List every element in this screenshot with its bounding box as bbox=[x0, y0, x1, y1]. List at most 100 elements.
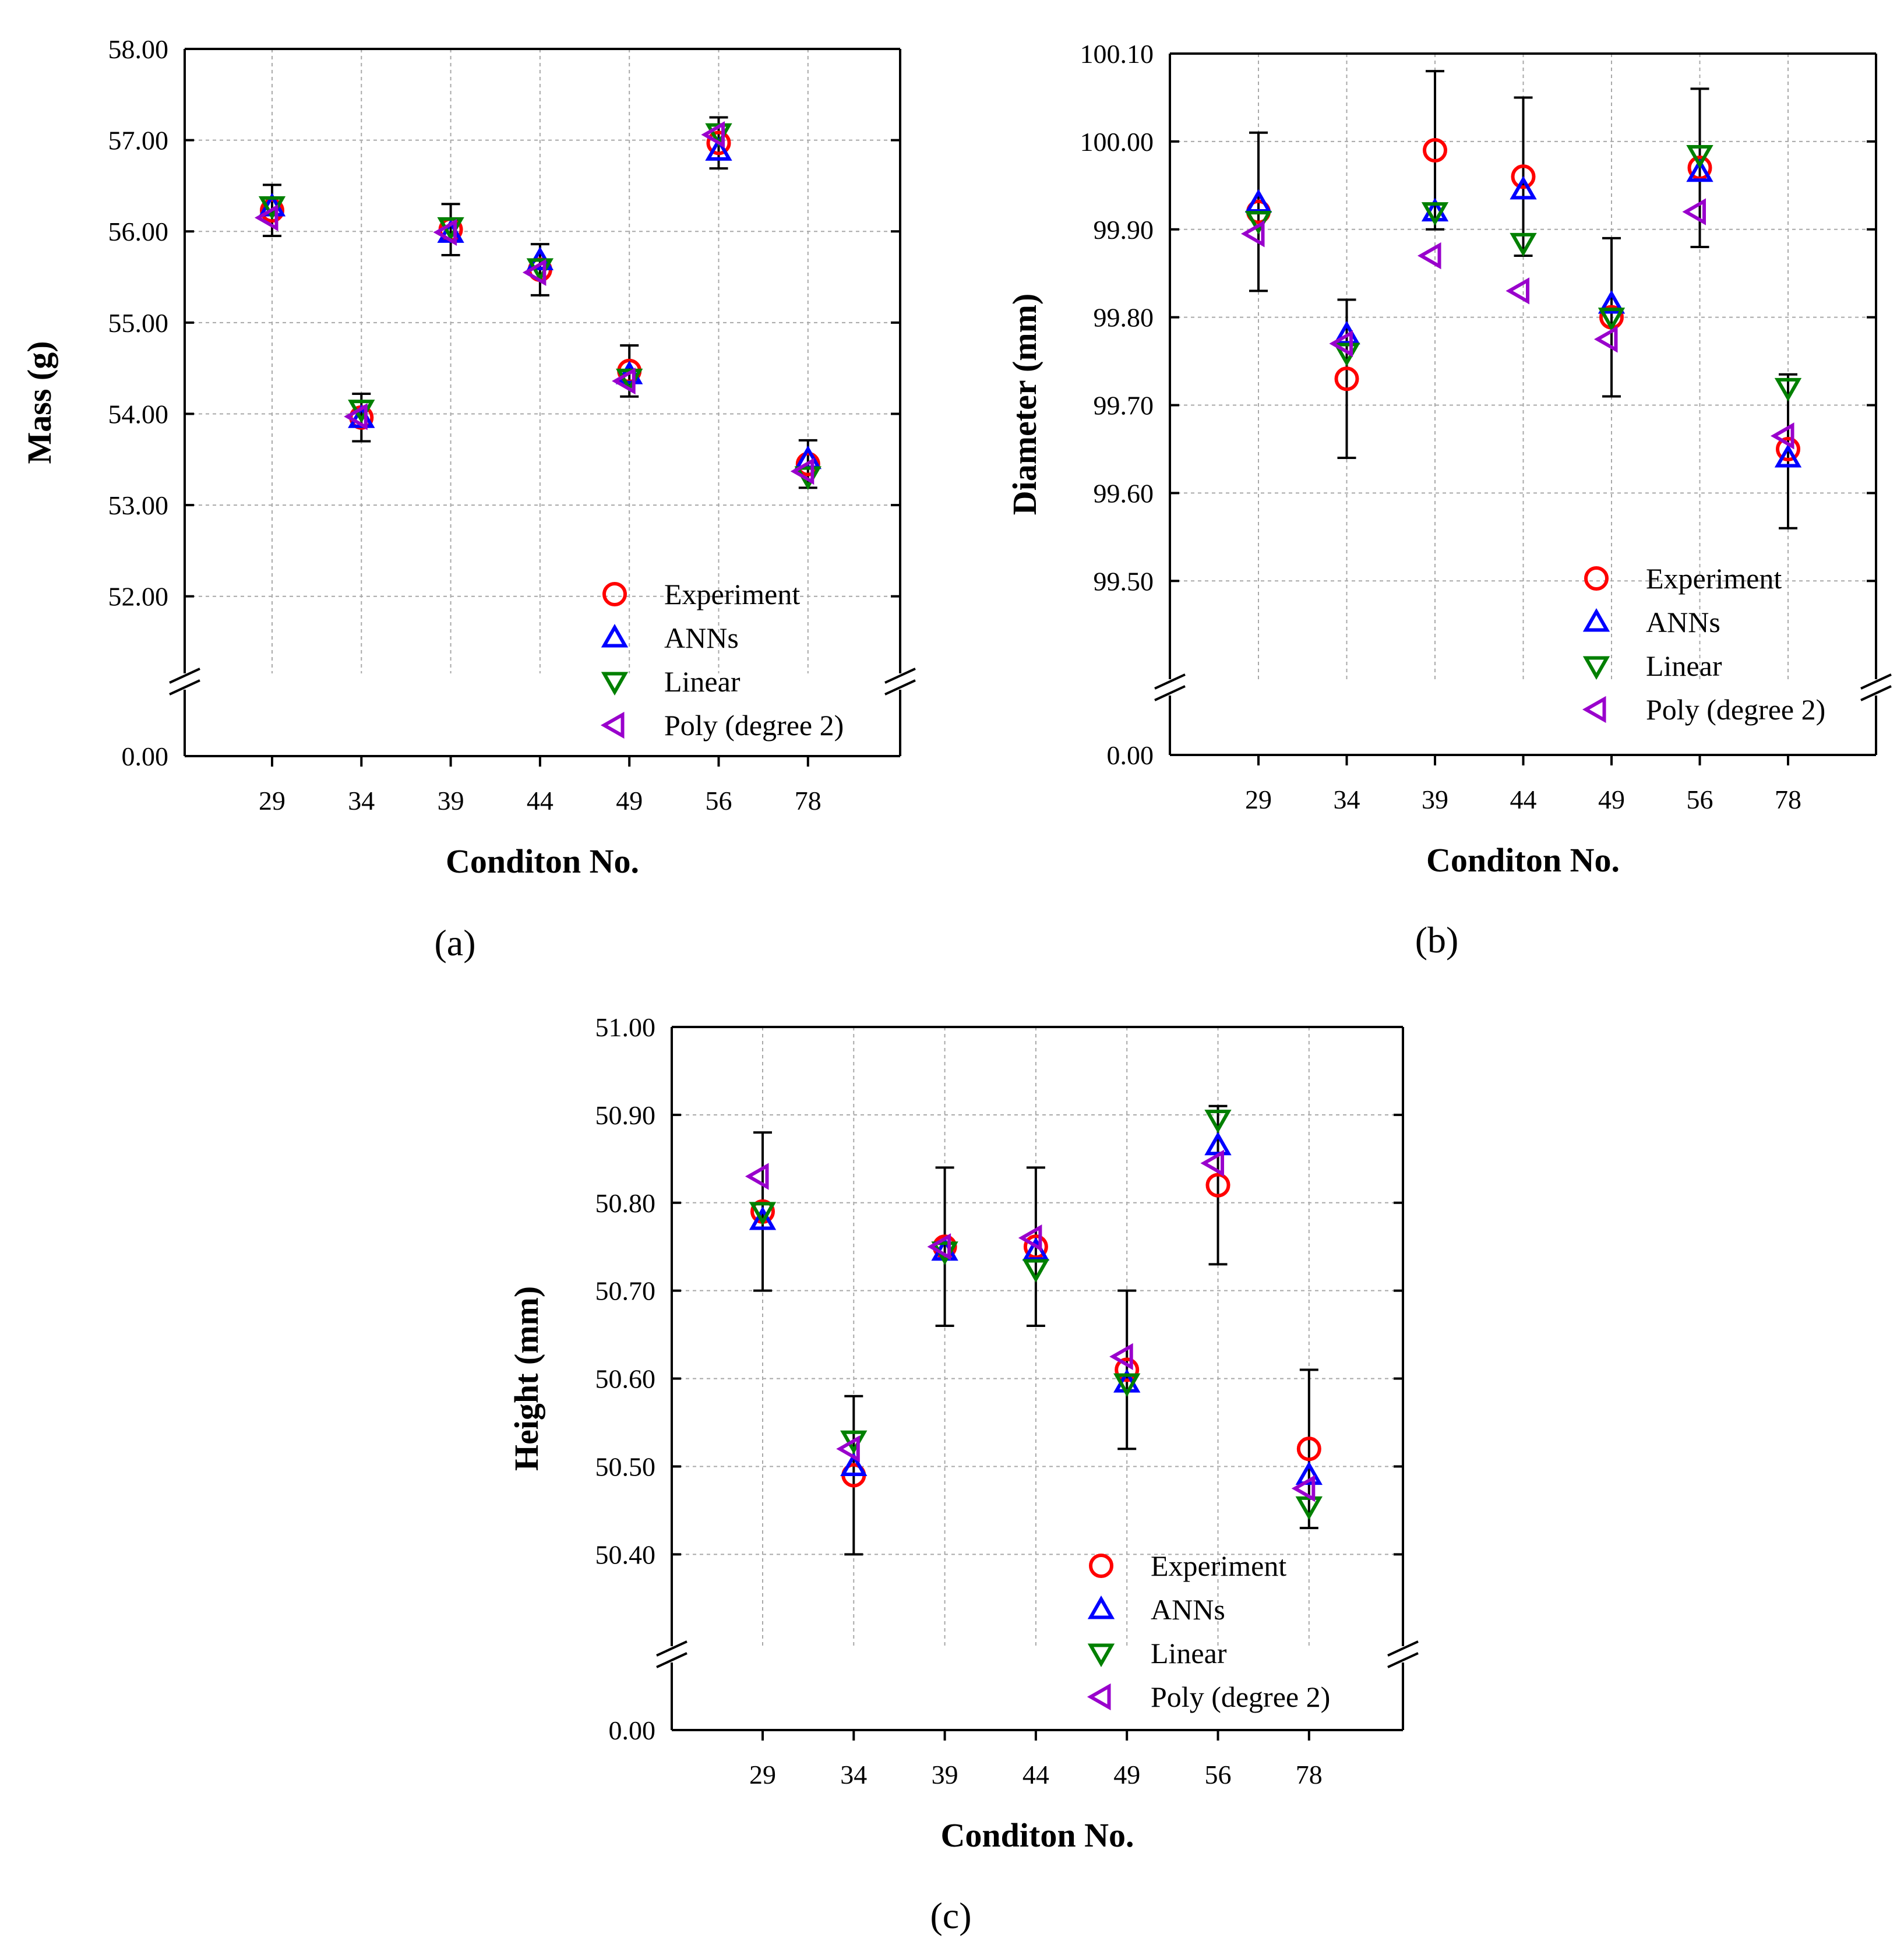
point-linear bbox=[1598, 308, 1626, 331]
axis-break-mark bbox=[884, 668, 916, 684]
x-tick-label: 49 bbox=[1113, 1760, 1140, 1789]
x-tick-label: 34 bbox=[840, 1760, 867, 1789]
point-experiment bbox=[1423, 137, 1447, 163]
legend-marker-anns bbox=[1087, 1595, 1115, 1619]
chart-b: 100.10 100.00 99.90 99.80 99.70 99.60 99.50 0.0… bbox=[1006, 39, 1892, 961]
axis-break-mark bbox=[1387, 1652, 1419, 1668]
legend-marker-experiment bbox=[602, 582, 627, 606]
x-tick-label: 56 bbox=[706, 786, 732, 816]
x-tick-label: 44 bbox=[1510, 785, 1537, 814]
point-poly-degree-2 bbox=[522, 259, 546, 286]
y-tick-label: 56.00 bbox=[108, 217, 169, 246]
point-poly-degree-2 bbox=[254, 204, 278, 231]
chart-c: 51.00 50.90 50.80 50.70 50.60 50.50 50.40 0.00 2… bbox=[507, 1012, 1419, 1936]
point-experiment bbox=[1023, 1234, 1048, 1259]
point-experiment bbox=[1334, 366, 1359, 391]
point-experiment bbox=[1115, 1357, 1140, 1382]
point-anns bbox=[705, 137, 732, 161]
y-tick-label: 50.40 bbox=[595, 1540, 656, 1569]
y-tick-label: 50.70 bbox=[595, 1276, 656, 1306]
x-tick-label: 49 bbox=[1598, 785, 1625, 814]
panel-label: (a) bbox=[434, 922, 475, 963]
error-bar bbox=[1602, 237, 1621, 398]
x-axis-title: Conditon No. bbox=[941, 1816, 1134, 1854]
point-anns bbox=[1244, 189, 1272, 213]
x-tick-label: 56 bbox=[1687, 785, 1713, 814]
y-tick-label: 50.50 bbox=[595, 1452, 656, 1481]
x-tick-label: 44 bbox=[1022, 1760, 1049, 1789]
point-experiment bbox=[1687, 156, 1712, 181]
error-bar bbox=[441, 203, 460, 256]
point-poly-degree-2 bbox=[1291, 1475, 1316, 1502]
point-poly-degree-2 bbox=[612, 367, 636, 395]
x-tick-label: 78 bbox=[1296, 1760, 1323, 1789]
x-tick-label: 78 bbox=[795, 786, 821, 816]
x-tick-label: 29 bbox=[1245, 785, 1272, 814]
legend-label-anns: ANNs bbox=[1151, 1593, 1225, 1626]
axis-break-mark bbox=[656, 1640, 687, 1657]
point-experiment bbox=[1205, 1173, 1230, 1198]
axis-break-mark bbox=[656, 1652, 687, 1668]
y-tick-label: 0.00 bbox=[1107, 740, 1154, 770]
legend-marker-poly-degree-2 bbox=[1582, 696, 1606, 723]
point-linear bbox=[1022, 1259, 1050, 1283]
x-tick-label: 34 bbox=[348, 786, 375, 816]
axis-break-mark bbox=[169, 668, 200, 684]
y-tick-label: 50.80 bbox=[595, 1188, 656, 1218]
point-poly-degree-2 bbox=[790, 457, 815, 485]
point-poly-degree-2 bbox=[1770, 422, 1794, 450]
point-poly-degree-2 bbox=[701, 121, 725, 149]
series-linear bbox=[258, 123, 821, 490]
y-tick-label: 99.70 bbox=[1094, 391, 1154, 421]
point-linear bbox=[1510, 232, 1537, 257]
point-linear bbox=[1204, 1109, 1232, 1134]
legend-label-experiment: Experiment bbox=[664, 578, 800, 610]
point-poly-degree-2 bbox=[1505, 277, 1529, 305]
legend-label-anns: ANNs bbox=[1646, 606, 1720, 638]
axis-break-mark bbox=[1860, 673, 1892, 690]
y-tick-label: 0.00 bbox=[609, 1715, 656, 1745]
y-tick-label: 0.00 bbox=[122, 742, 169, 771]
legend-label-linear: Linear bbox=[1646, 650, 1722, 682]
series-poly-degree-2 bbox=[745, 1149, 1316, 1502]
y-tick-label: 58.00 bbox=[108, 34, 169, 64]
y-axis-title: Diameter (mm) bbox=[1006, 294, 1043, 516]
x-tick-label: 29 bbox=[749, 1760, 776, 1789]
point-poly-degree-2 bbox=[1417, 242, 1441, 270]
y-tick-label: 99.80 bbox=[1094, 303, 1154, 333]
point-anns bbox=[1774, 444, 1802, 468]
panel-label: (b) bbox=[1415, 919, 1459, 961]
point-anns bbox=[1598, 290, 1626, 314]
point-poly-degree-2 bbox=[1200, 1149, 1224, 1177]
point-anns bbox=[1295, 1461, 1323, 1485]
y-tick-label: 55.00 bbox=[108, 308, 169, 338]
axis-break-mark bbox=[1387, 1640, 1419, 1657]
error-bar bbox=[1299, 1368, 1318, 1530]
x-tick-label: 39 bbox=[1422, 785, 1448, 814]
y-tick-label: 100.00 bbox=[1080, 127, 1154, 157]
x-tick-label: 39 bbox=[438, 786, 464, 816]
x-tick-label: 56 bbox=[1205, 1760, 1232, 1789]
point-poly-degree-2 bbox=[344, 403, 368, 430]
legend-label-poly-degree-2: Poly (degree 2) bbox=[664, 709, 844, 742]
x-tick-label: 44 bbox=[527, 786, 553, 816]
point-linear bbox=[1421, 202, 1449, 226]
legend-label-experiment: Experiment bbox=[1646, 562, 1782, 595]
point-poly-degree-2 bbox=[1682, 198, 1706, 225]
legend: Experiment ANNs Linear Poly (degree 2) bbox=[1582, 562, 1825, 726]
point-poly-degree-2 bbox=[1593, 326, 1618, 353]
point-poly-degree-2 bbox=[1240, 220, 1265, 248]
series-experiment bbox=[1246, 137, 1800, 461]
axis-break-mark bbox=[1860, 685, 1892, 701]
point-anns bbox=[749, 1206, 777, 1230]
point-poly-degree-2 bbox=[745, 1163, 769, 1190]
panel-label: (c) bbox=[930, 1895, 971, 1936]
legend-marker-poly-degree-2 bbox=[600, 711, 625, 739]
legend-label-poly-degree-2: Poly (degree 2) bbox=[1151, 1681, 1330, 1713]
legend-label-linear: Linear bbox=[1151, 1637, 1227, 1669]
y-axis-title: Mass (g) bbox=[20, 341, 58, 464]
y-tick-label: 50.90 bbox=[595, 1100, 656, 1130]
axis-break-mark bbox=[169, 679, 200, 696]
y-tick-label: 100.10 bbox=[1080, 39, 1154, 69]
y-tick-label: 99.60 bbox=[1094, 478, 1154, 508]
